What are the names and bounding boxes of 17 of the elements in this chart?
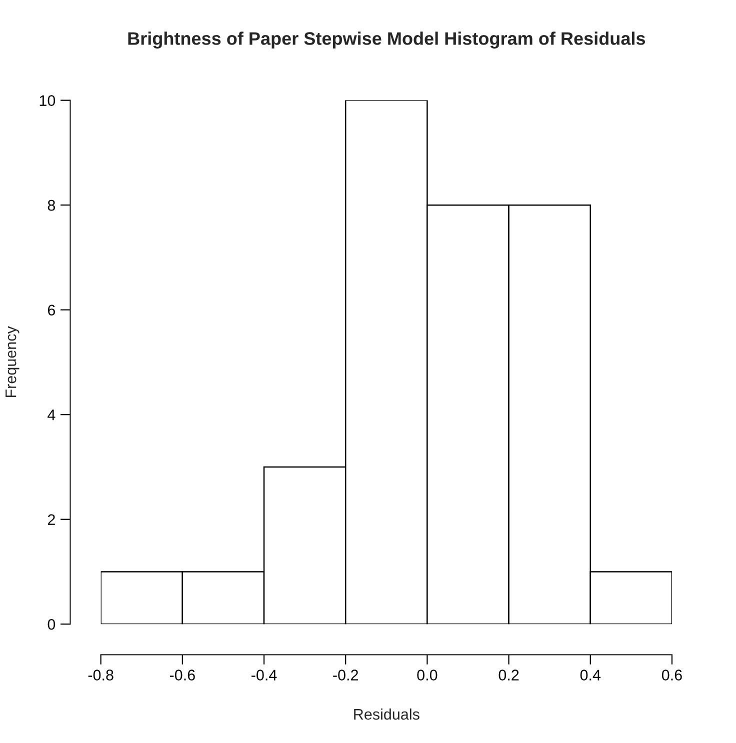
x-tick-label: 0.6 — [662, 670, 682, 680]
y-tick-label: 8 — [48, 200, 56, 211]
y-tick-label: 0 — [48, 618, 56, 630]
x-axis-title: Residuals — [354, 708, 420, 720]
y-tick-label: 10 — [40, 95, 56, 106]
x-tick-label: -0.2 — [333, 670, 358, 680]
y-tick-label: 4 — [48, 410, 56, 420]
y-tick-label: 6 — [48, 304, 56, 316]
x-tick-label: -0.6 — [170, 670, 195, 680]
x-tick-label: 0.2 — [498, 670, 519, 680]
x-tick-label: -0.8 — [88, 670, 114, 680]
y-axis-title: Frequency — [6, 326, 20, 398]
x-tick-label: 0.4 — [580, 670, 601, 680]
x-tick-label: 0.0 — [417, 670, 438, 680]
x-tick-label: -0.4 — [252, 670, 277, 680]
y-tick-label: 2 — [48, 514, 55, 525]
chart-title: Brightness of Paper Stepwise Model Histogram of Residuals — [128, 32, 646, 49]
